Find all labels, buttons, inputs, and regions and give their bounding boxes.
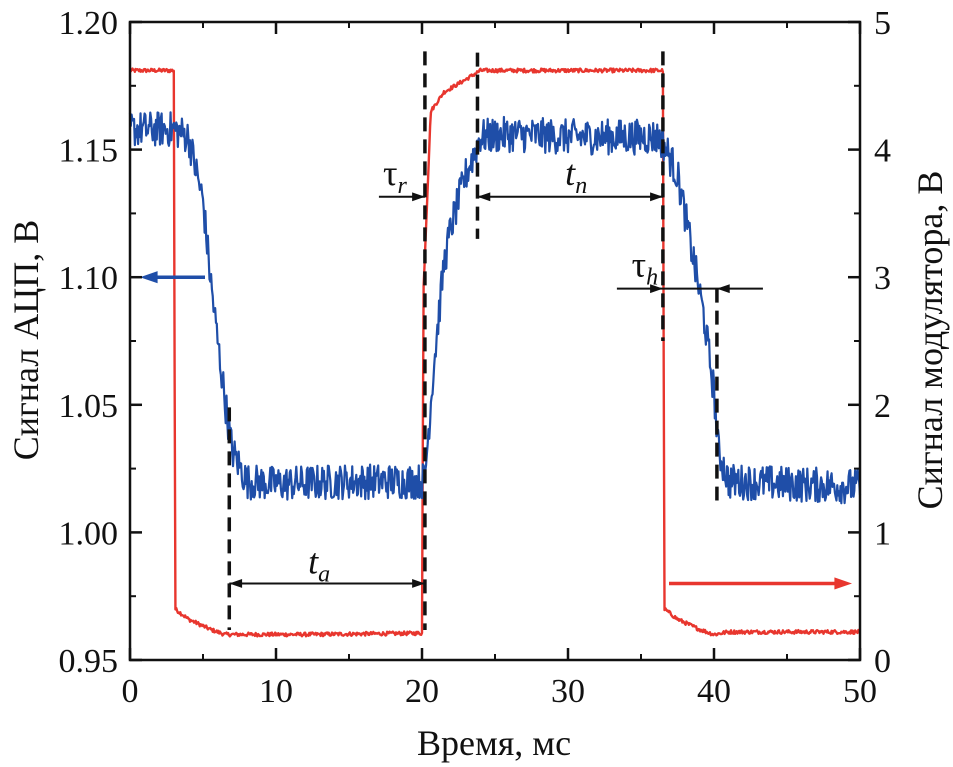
arrow-head bbox=[412, 579, 425, 588]
arrow-head bbox=[650, 284, 663, 294]
label-t-a: ta bbox=[308, 541, 330, 587]
series-modulator-line bbox=[128, 67, 861, 638]
y-axis-right-label: Сигнал модулятора, В bbox=[910, 171, 950, 510]
y-right-tick-label: 4 bbox=[874, 133, 891, 170]
plot-frame bbox=[128, 20, 862, 662]
marker-lines bbox=[227, 51, 719, 630]
y-right-tick-label: 0 bbox=[874, 643, 891, 680]
arrow-head bbox=[140, 271, 158, 284]
arrow-head bbox=[477, 192, 491, 202]
label-tau-r: τr bbox=[383, 153, 407, 199]
y-left-tick-label: 1.05 bbox=[59, 388, 119, 425]
label-tau-h: τh bbox=[632, 245, 658, 291]
annotations: ta tn τr τh bbox=[140, 153, 852, 590]
y-right-tick-label: 1 bbox=[874, 515, 891, 552]
y-right-tick-label: 5 bbox=[874, 5, 891, 42]
x-tick-label: 40 bbox=[697, 673, 731, 710]
label-t-n: tn bbox=[565, 153, 587, 199]
x-tick-label: 10 bbox=[259, 673, 293, 710]
arrow-head bbox=[650, 192, 663, 202]
y-left-tick-label: 1.15 bbox=[59, 133, 119, 170]
x-tick-label: 0 bbox=[122, 673, 139, 710]
arrow-head bbox=[229, 579, 243, 588]
y-left-tick-label: 1.10 bbox=[59, 260, 119, 297]
x-tick-label: 50 bbox=[843, 673, 877, 710]
y-left-tick-label: 0.95 bbox=[59, 643, 119, 680]
arrow-head bbox=[716, 284, 730, 294]
y-right-tick-label: 2 bbox=[874, 388, 891, 425]
series-group bbox=[128, 67, 862, 638]
arrow-head bbox=[412, 192, 425, 202]
y-left-tick-label: 1.20 bbox=[59, 5, 119, 42]
x-axis-label: Время, мс bbox=[417, 723, 571, 763]
axes: 0 10 20 30 40 50 0.95 1.00 1.05 1.10 1.15 1.20 0 1 2 3 4… bbox=[59, 5, 892, 710]
y-axis-left-label: Сигнал АЦП, В bbox=[6, 220, 46, 461]
y-right-tick-label: 3 bbox=[874, 260, 891, 297]
y-left-tick-label: 1.00 bbox=[59, 515, 119, 552]
arrow-head bbox=[834, 577, 852, 590]
series-adc-line bbox=[128, 111, 862, 505]
x-tick-label: 30 bbox=[551, 673, 585, 710]
x-tick-label: 20 bbox=[405, 673, 439, 710]
